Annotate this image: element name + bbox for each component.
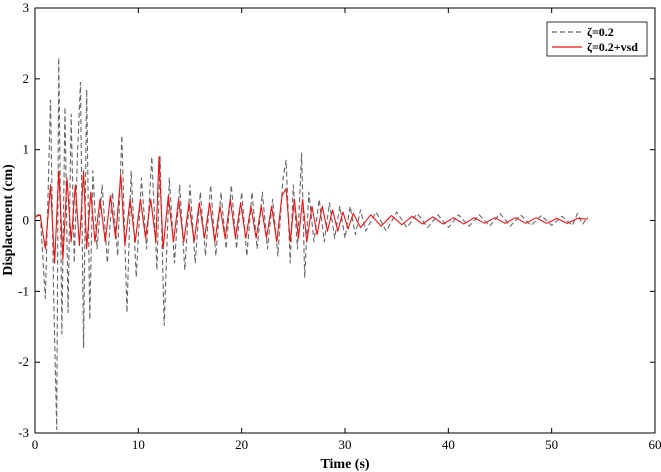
series-layer	[34, 57, 589, 431]
y-axis-label: Displacement (cm)	[1, 164, 16, 276]
legend: ζ=0.2 ζ=0.2+vsd	[546, 21, 648, 57]
y-tick-label: -3	[18, 425, 29, 440]
y-tick-label: -2	[18, 354, 29, 369]
x-tick-label: 40	[442, 437, 455, 452]
x-tick-label: 60	[649, 437, 661, 452]
plot-area	[34, 7, 656, 434]
y-tick-label: 0	[23, 213, 30, 228]
series-line-1	[34, 57, 589, 431]
y-tick-label: 2	[23, 71, 30, 86]
x-tick-label: 10	[132, 437, 145, 452]
x-tick-label: 50	[545, 437, 558, 452]
legend-label-series-2: ζ=0.2+vsd	[587, 40, 638, 54]
legend-box	[546, 21, 648, 57]
y-tick-label: -1	[18, 283, 29, 298]
series-line-2	[34, 156, 588, 264]
x-tick-label: 30	[339, 437, 352, 452]
x-axis-label: Time (s)	[320, 457, 369, 472]
y-tick-label: 3	[23, 0, 30, 15]
x-tick-label: 20	[235, 437, 248, 452]
y-axis-ticks: -3 -2 -1 0 1 2 3	[18, 0, 655, 440]
x-axis-ticks: 0 10 20 30 40 50 60	[32, 8, 661, 452]
x-tick-label: 0	[32, 437, 39, 452]
legend-label-series-1: ζ=0.2	[587, 25, 614, 39]
y-tick-label: 1	[23, 142, 30, 157]
